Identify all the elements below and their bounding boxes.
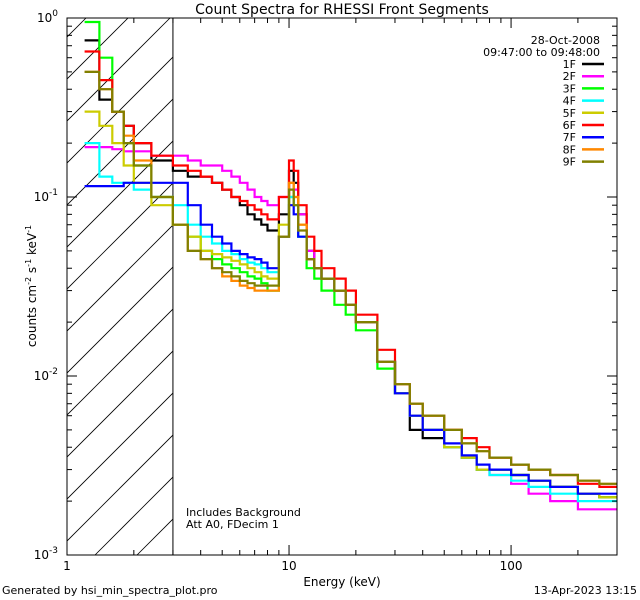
hatch-line	[67, 224, 173, 332]
hatch-line	[221, 0, 640, 555]
y-label-exp3: -1	[24, 225, 33, 233]
annotation-attenuator: Att A0, FDecim 1	[186, 518, 279, 531]
hatch-line	[67, 18, 129, 80]
y-tick-label: 10-3	[34, 546, 58, 562]
x-tick-label: 100	[500, 559, 523, 573]
legend-label-3F: 3F	[563, 82, 576, 95]
hatch-line	[67, 140, 173, 248]
legend-label-6F: 6F	[563, 119, 576, 132]
legend-label-1F: 1F	[563, 58, 576, 71]
series-line-8F	[84, 70, 617, 485]
y-tick-label: 10-2	[34, 367, 58, 383]
chart-title: Count Spectra for RHESSI Front Segments	[195, 2, 489, 18]
footer-timestamp: 13-Apr-2023 13:15	[534, 584, 637, 597]
series-group	[84, 20, 617, 511]
hatch-line	[67, 182, 173, 290]
series-line-2F	[84, 146, 617, 511]
hatch-line	[0, 0, 107, 555]
hatch-line	[67, 18, 87, 38]
hatch-line	[94, 476, 173, 555]
date-label: 28-Oct-2008	[531, 34, 600, 47]
x-tick-label: 1	[63, 559, 71, 573]
series-line-1F	[84, 39, 617, 499]
footer-generated-by: Generated by hsi_min_spectra_plot.pro	[2, 584, 218, 597]
legend-label-4F: 4F	[563, 95, 576, 108]
x-axis-label: Energy (keV)	[303, 575, 380, 589]
plot-frame	[66, 17, 618, 556]
legend-label-8F: 8F	[563, 143, 576, 156]
y-label-mid2: keV	[25, 232, 39, 259]
y-tick-label: 10-1	[34, 188, 58, 204]
legend-label-7F: 7F	[563, 131, 576, 144]
legend-label-9F: 9F	[563, 156, 576, 169]
annotation-background: Includes Background	[186, 506, 301, 519]
hatched-region	[0, 0, 640, 555]
y-label-base: counts cm	[25, 285, 39, 347]
y-label-exp1: -2	[24, 277, 33, 285]
legend-label-5F: 5F	[563, 107, 576, 120]
hatch-line	[67, 434, 173, 542]
y-label-mid: s	[25, 267, 39, 277]
hatch-line	[67, 266, 173, 374]
axis-ticks: 1 10 100 100 10-1 10-2 10-3	[34, 9, 618, 573]
series-line-6F	[84, 50, 617, 488]
series-line-7F	[84, 181, 617, 495]
y-label-exp2: -1	[24, 259, 33, 267]
y-tick-label: 100	[37, 9, 58, 25]
x-tick-label: 10	[281, 559, 296, 573]
series-line-9F	[84, 70, 617, 485]
series-line-3F	[84, 20, 617, 499]
time-range-label: 09:47:00 to 09:48:00	[483, 46, 600, 59]
hatch-line	[67, 392, 173, 500]
hatch-line	[67, 18, 171, 122]
legend-label-2F: 2F	[563, 70, 576, 83]
hatch-line	[67, 350, 173, 458]
y-axis-label: counts cm-2 s-1 keV-1	[24, 225, 39, 347]
